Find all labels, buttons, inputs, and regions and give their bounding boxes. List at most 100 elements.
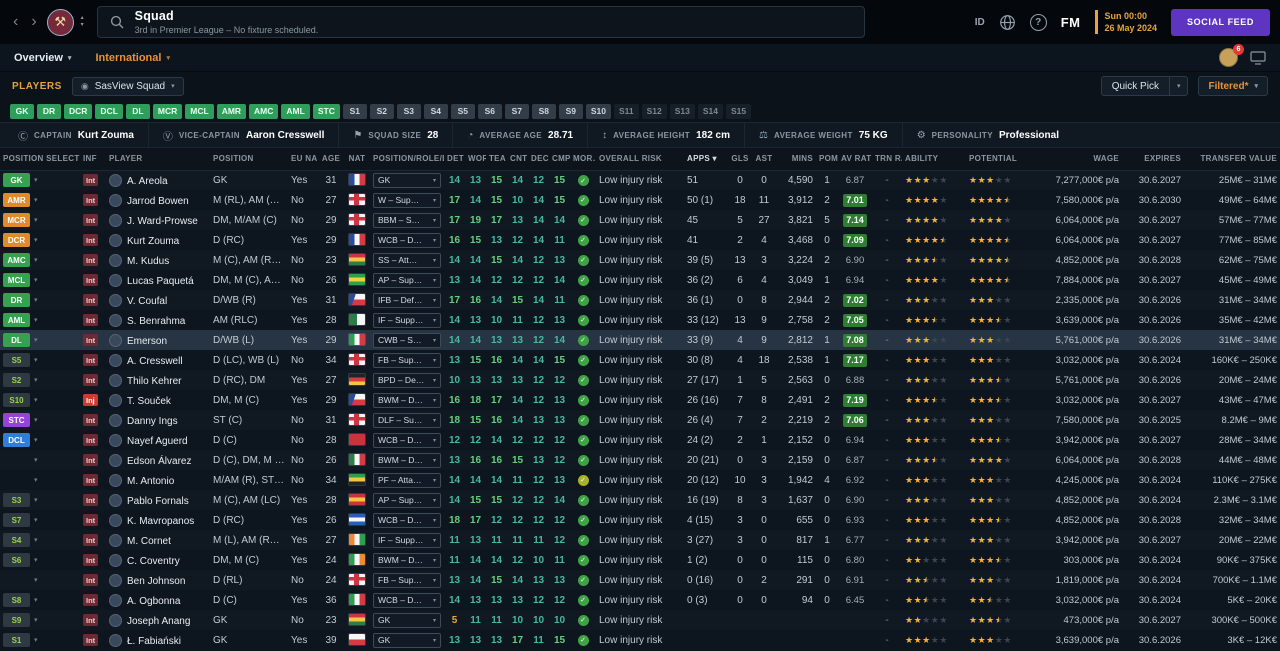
info-badge[interactable]: Int bbox=[83, 514, 99, 526]
chevron-down-icon[interactable]: ▾ bbox=[34, 257, 38, 264]
globe-icon[interactable] bbox=[999, 14, 1016, 31]
filter-chip-mcr[interactable]: MCR bbox=[152, 103, 183, 119]
player-row[interactable]: AMR ▾ Int Jarrod Bowen M (RL), AM (RLC) No 27 W… bbox=[0, 190, 1280, 210]
player-row[interactable]: STC ▾ Int Danny Ings ST (C) No 31 DLF – Su… ▾ 18 1… bbox=[0, 410, 1280, 430]
role-duty-dropdown[interactable]: FB – Sup… ▾ bbox=[373, 572, 441, 588]
info-badge[interactable]: Int bbox=[83, 374, 99, 386]
quick-pick-button[interactable]: Quick Pick ▾ bbox=[1100, 76, 1189, 96]
notification-badge[interactable]: 6 bbox=[1233, 44, 1244, 55]
player-row[interactable]: S5 ▾ Int A. Cresswell D (LC), WB (L) No 34 FB –… bbox=[0, 350, 1280, 370]
filter-chip-s11[interactable]: S11 bbox=[613, 103, 639, 119]
info-badge[interactable]: Int bbox=[83, 274, 99, 286]
info-badge[interactable]: Int bbox=[83, 414, 99, 426]
player-row[interactable]: DR ▾ Int V. Coufal D/WB (R) Yes 31 IFB – Def… ▾ 1… bbox=[0, 290, 1280, 310]
filter-chip-s5[interactable]: S5 bbox=[450, 103, 475, 119]
filter-chip-dr[interactable]: DR bbox=[37, 103, 61, 119]
player-row[interactable]: ▾ Int Edson Álvarez D (C), DM, M (C) No 26 BWM… bbox=[0, 450, 1280, 470]
player-name-cell[interactable]: Thilo Kehrer bbox=[106, 370, 210, 390]
filter-chip-s8[interactable]: S8 bbox=[531, 103, 556, 119]
filter-chip-gk[interactable]: GK bbox=[10, 103, 34, 119]
info-badge[interactable]: Int bbox=[83, 254, 99, 266]
player-row[interactable]: ▾ Int M. Antonio M/AM (R), ST (C) No 34 PF – A… bbox=[0, 470, 1280, 490]
position-badge[interactable]: S3 bbox=[3, 493, 30, 507]
chevron-down-icon[interactable]: ▾ bbox=[34, 497, 38, 504]
column-header-mor[interactable]: MOR… bbox=[570, 148, 596, 171]
player-name-cell[interactable]: M. Antonio bbox=[106, 470, 210, 490]
filter-chip-s13[interactable]: S13 bbox=[669, 103, 695, 119]
role-duty-dropdown[interactable]: WCB – D… ▾ bbox=[373, 432, 441, 448]
chevron-down-icon[interactable]: ▾ bbox=[34, 237, 38, 244]
info-badge[interactable]: Int bbox=[83, 614, 99, 626]
player-row[interactable]: S6 ▾ Int C. Coventry DM, M (C) Yes 24 BWM – D… ▾… bbox=[0, 550, 1280, 570]
chevron-down-icon[interactable]: ▾ bbox=[34, 617, 38, 624]
filter-chip-s2[interactable]: S2 bbox=[369, 103, 394, 119]
role-duty-dropdown[interactable]: GK ▾ bbox=[373, 632, 441, 648]
info-badge[interactable]: Int bbox=[83, 234, 99, 246]
info-badge[interactable]: Int bbox=[83, 494, 99, 506]
filter-chip-stc[interactable]: STC bbox=[312, 103, 340, 119]
role-duty-dropdown[interactable]: GK ▾ bbox=[373, 612, 441, 628]
chevron-down-icon[interactable]: ▾ bbox=[34, 597, 38, 604]
info-badge[interactable]: Int bbox=[83, 334, 99, 346]
column-header-mins[interactable]: MINS bbox=[776, 148, 816, 171]
info-badge[interactable]: Inj bbox=[83, 394, 98, 406]
role-duty-dropdown[interactable]: WCB – D… ▾ bbox=[373, 592, 441, 608]
filter-chip-s3[interactable]: S3 bbox=[396, 103, 421, 119]
column-header-expires[interactable]: EXPIRES bbox=[1122, 148, 1184, 171]
player-name-cell[interactable]: Pablo Fornals bbox=[106, 490, 210, 510]
column-header-pom[interactable]: POM bbox=[816, 148, 838, 171]
role-duty-dropdown[interactable]: BWM – D… ▾ bbox=[373, 452, 441, 468]
chevron-down-icon[interactable]: ▾ bbox=[34, 337, 38, 344]
info-badge[interactable]: Int bbox=[83, 594, 99, 606]
chevron-down-icon[interactable]: ▾ bbox=[34, 197, 38, 204]
filter-chip-s7[interactable]: S7 bbox=[504, 103, 529, 119]
manager-avatar[interactable]: 6 bbox=[1219, 44, 1244, 67]
player-row[interactable]: ▾ Int Ben Johnson D (RL) No 24 FB – Sup… ▾ 13 14 1… bbox=[0, 570, 1280, 590]
position-badge[interactable]: DR bbox=[3, 293, 30, 307]
player-name-cell[interactable]: S. Benrahma bbox=[106, 310, 210, 330]
filter-chip-s12[interactable]: S12 bbox=[641, 103, 667, 119]
player-row[interactable]: S10 ▾ Inj T. Souček DM, M (C) Yes 29 BWM – D… ▾ 1… bbox=[0, 390, 1280, 410]
chevron-down-icon[interactable]: ▾ bbox=[34, 637, 38, 644]
tab-overview[interactable]: Overview ▾ bbox=[14, 52, 71, 64]
info-badge[interactable]: Int bbox=[83, 194, 99, 206]
player-name-cell[interactable]: Jarrod Bowen bbox=[106, 190, 210, 210]
position-badge[interactable]: AML bbox=[3, 313, 30, 327]
social-feed-button[interactable]: SOCIAL FEED bbox=[1171, 8, 1270, 36]
monitor-icon[interactable] bbox=[1250, 50, 1266, 65]
player-name-cell[interactable]: A. Ogbonna bbox=[106, 590, 210, 610]
info-badge[interactable]: Int bbox=[83, 554, 99, 566]
position-badge[interactable]: DCL bbox=[3, 433, 30, 447]
chevron-down-icon[interactable]: ▾ bbox=[34, 437, 38, 444]
player-row[interactable]: S3 ▾ Int Pablo Fornals M (C), AM (LC) Yes 28 AP… bbox=[0, 490, 1280, 510]
chevron-up-icon[interactable]: ▴ bbox=[80, 14, 84, 21]
chevron-down-icon[interactable]: ▾ bbox=[34, 537, 38, 544]
player-name-cell[interactable]: K. Mavropanos bbox=[106, 510, 210, 530]
player-row[interactable]: MCR ▾ Int J. Ward-Prowse DM, M/AM (C) No 29 BBM… bbox=[0, 210, 1280, 230]
role-duty-dropdown[interactable]: WCB – D… ▾ bbox=[373, 232, 441, 248]
chevron-down-icon[interactable]: ▾ bbox=[34, 277, 38, 284]
filter-button[interactable]: Filtered* ▾ bbox=[1198, 76, 1268, 96]
tab-international[interactable]: International ▾ bbox=[95, 52, 170, 64]
chevron-down-icon[interactable]: ▾ bbox=[34, 357, 38, 364]
role-duty-dropdown[interactable]: IF – Supp… ▾ bbox=[373, 312, 441, 328]
info-badge[interactable]: Int bbox=[83, 174, 99, 187]
filter-chip-dcl[interactable]: DCL bbox=[95, 103, 123, 119]
player-name-cell[interactable]: J. Ward-Prowse bbox=[106, 210, 210, 230]
filter-chip-s9[interactable]: S9 bbox=[558, 103, 583, 119]
column-header-inf[interactable]: INF bbox=[80, 148, 106, 171]
position-badge[interactable]: S9 bbox=[3, 613, 30, 627]
column-header-trn-rat[interactable]: TRN RAT bbox=[872, 148, 902, 171]
column-header-transfer-value[interactable]: TRANSFER VALUE bbox=[1184, 148, 1280, 171]
position-badge[interactable]: S7 bbox=[3, 513, 30, 527]
position-badge[interactable]: AMR bbox=[3, 193, 30, 207]
role-duty-dropdown[interactable]: BWM – D… ▾ bbox=[373, 392, 441, 408]
info-badge[interactable]: Int bbox=[83, 474, 99, 486]
role-duty-dropdown[interactable]: GK ▾ bbox=[373, 172, 441, 188]
role-duty-dropdown[interactable]: PF – Atta… ▾ bbox=[373, 472, 441, 488]
column-header-gls[interactable]: GLS bbox=[728, 148, 752, 171]
column-header-potential[interactable]: POTENTIAL bbox=[966, 148, 1030, 171]
player-name-cell[interactable]: Ł. Fabiański bbox=[106, 630, 210, 650]
search-bar[interactable]: Squad 3rd in Premier League – No fixture… bbox=[96, 6, 865, 38]
player-name-cell[interactable]: Ben Johnson bbox=[106, 570, 210, 590]
